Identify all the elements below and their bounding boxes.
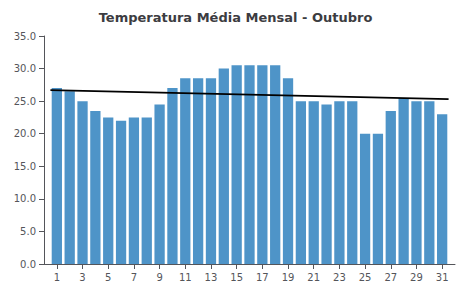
svg-text:29: 29 [410,272,423,283]
svg-text:7: 7 [131,272,137,283]
svg-text:25: 25 [359,272,372,283]
svg-text:3: 3 [79,272,85,283]
svg-text:9: 9 [156,272,162,283]
svg-text:23: 23 [333,272,346,283]
svg-text:0.0: 0.0 [20,259,36,270]
svg-text:11: 11 [179,272,192,283]
svg-text:Temperatura Média Mensal - Out: Temperatura Média Mensal - Outubro [99,10,373,25]
svg-text:15: 15 [230,272,243,283]
svg-text:1: 1 [54,272,60,283]
svg-text:17: 17 [256,272,269,283]
svg-text:13: 13 [205,272,218,283]
svg-text:10.0: 10.0 [14,193,36,204]
svg-text:21: 21 [307,272,320,283]
svg-text:35.0: 35.0 [14,31,36,42]
svg-text:5.0: 5.0 [20,226,36,237]
svg-text:20.0: 20.0 [14,128,36,139]
svg-text:15.0: 15.0 [14,161,36,172]
svg-text:30.0: 30.0 [14,63,36,74]
svg-text:25.0: 25.0 [14,96,36,107]
svg-text:5: 5 [105,272,111,283]
svg-text:19: 19 [282,272,295,283]
svg-text:27: 27 [384,272,397,283]
svg-text:31: 31 [436,272,449,283]
